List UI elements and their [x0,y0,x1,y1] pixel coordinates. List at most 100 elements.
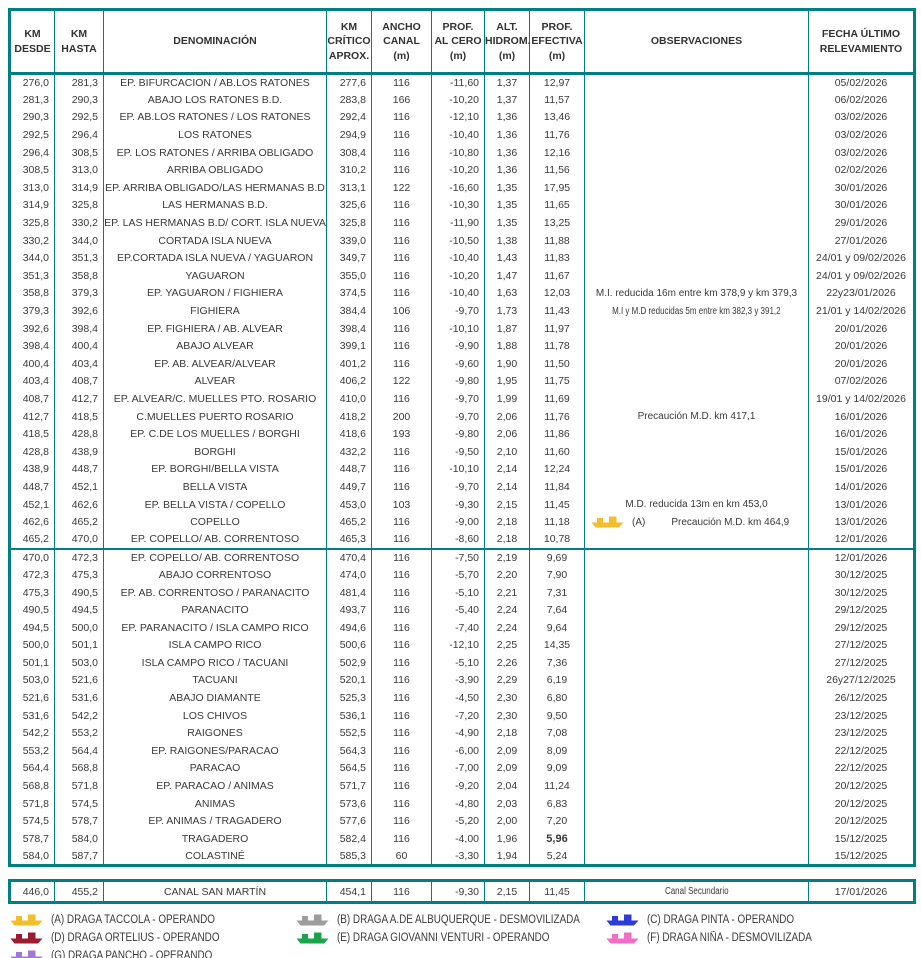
table-row: 452,1 462,6 EP. BELLA VISTA / COPELLO 453,0… [9,495,915,514]
cell-denominacion: BORGHI [103,442,327,461]
cell-observaciones [584,636,809,655]
cell-km-desde: 438,9 [9,460,55,479]
cell-ancho-canal: 106 [371,302,432,320]
cell-km-desde: 276,0 [9,73,55,92]
secondary-channel-table: 446,0 455,2 CANAL SAN MARTÍN 454,1 116 -9,30 2… [8,879,916,904]
cell-km-critico: 432,2 [326,442,372,461]
cell-observaciones: Canal Secundario [584,880,809,903]
table-row: 462,6 465,2 COPELLO 465,2 116 -9,00 2,18 11,18(… [9,513,915,531]
cell-prof-al-cero: -10,80 [431,143,485,162]
cell-observaciones [584,530,809,549]
draga-taccola-ship-icon [10,914,43,926]
cell-prof-al-cero: -4,00 [431,830,485,848]
cell-alt-hidrom: 1,47 [484,267,530,285]
cell-prof-efectiva: 11,60 [529,442,585,461]
cell-km-desde: 358,8 [9,284,55,303]
cell-prof-efectiva: 5,24 [529,847,585,866]
cell-denominacion: ARRIBA OBLIGADO [103,161,327,180]
legend-item-draga-pancho: (G) DRAGA PANCHO - OPERANDO [10,947,296,958]
table-row: 500,0 501,1 ISLA CAMPO RICO 500,6 116 -12,10 2… [9,636,915,655]
cell-km-critico: 308,4 [326,143,372,162]
cell-prof-al-cero: -6,00 [431,742,485,760]
cell-fecha-relevamiento: 19/01 y 14/02/2026 [808,390,915,408]
cell-prof-efectiva: 11,50 [529,355,585,373]
cell-denominacion: COPELLO [103,513,327,531]
cell-km-hasta: 574,5 [54,794,104,813]
cell-km-desde: 564,4 [9,759,55,778]
cell-alt-hidrom: 1,35 [484,196,530,215]
cell-km-desde: 475,3 [9,583,55,602]
cell-km-desde: 452,1 [9,495,55,514]
cell-km-hasta: 308,5 [54,143,104,162]
cell-km-hasta: 296,4 [54,126,104,144]
cell-alt-hidrom: 1,35 [484,179,530,197]
cell-km-desde: 418,5 [9,425,55,443]
cell-fecha-relevamiento: 20/01/2026 [808,319,915,338]
cell-km-critico: 325,6 [326,196,372,215]
table-row: 314,9 325,8 LAS HERMANAS B.D. 325,6 116 -10,3… [9,196,915,215]
cell-fecha-relevamiento: 30/01/2026 [808,179,915,197]
cell-prof-efectiva: 11,76 [529,407,585,426]
cell-denominacion: EP. LOS RATONES / ARRIBA OBLIGADO [103,143,327,162]
cell-denominacion: EP. PARACAO / ANIMAS [103,777,327,795]
cell-km-desde: 470,0 [9,547,55,567]
cell-fecha-relevamiento: 20/01/2026 [808,337,915,355]
cell-alt-hidrom: 2,19 [484,547,530,567]
legend-label: (D) DRAGA ORTELIUS - OPERANDO [51,932,220,944]
cell-km-critico: 418,6 [326,425,372,443]
cell-ancho-canal: 116 [371,319,432,338]
cell-alt-hidrom: 1,87 [484,319,530,338]
cell-denominacion: ABAJO DIAMANTE [103,689,327,707]
obs-text: Precaución M.D. km 464,9 [671,516,790,528]
cell-ancho-canal: 116 [371,706,432,725]
cell-observaciones [584,372,809,391]
cell-prof-efectiva: 13,46 [529,108,585,127]
cell-km-hasta: 379,3 [54,284,104,303]
cell-prof-al-cero: -10,10 [431,319,485,338]
table-row: 521,6 531,6 ABAJO DIAMANTE 525,3 116 -4,50 2,3… [9,689,915,707]
cell-denominacion: EP. BIFURCACION / AB.LOS RATONES [103,73,327,92]
cell-km-hasta: 578,7 [54,812,104,831]
cell-km-critico: 448,7 [326,460,372,479]
cell-km-critico: 585,3 [326,847,372,866]
cell-observaciones [584,671,809,690]
cell-ancho-canal: 116 [371,794,432,813]
cell-prof-al-cero: -12,10 [431,636,485,655]
cell-alt-hidrom: 2,24 [484,601,530,619]
draga-nina-ship-icon [606,932,639,944]
cell-ancho-canal: 122 [371,179,432,197]
cell-fecha-relevamiento: 17/01/2026 [808,880,915,903]
cell-km-desde: 408,7 [9,390,55,408]
cell-fecha-relevamiento: 29/01/2026 [808,214,915,232]
cell-km-desde: 446,0 [9,880,55,903]
cell-ancho-canal: 200 [371,407,432,426]
table-row: 571,8 574,5 ANIMAS 573,6 116 -4,80 2,03 6,83 20/… [9,794,915,813]
cell-fecha-relevamiento: 20/12/2025 [808,777,915,795]
cell-fecha-relevamiento: 15/12/2025 [808,830,915,848]
table-row: 542,2 553,2 RAIGONES 552,5 116 -4,90 2,18 7,08 2… [9,724,915,743]
cell-prof-al-cero: -3,30 [431,847,485,866]
cell-observaciones [584,179,809,197]
cell-fecha-relevamiento: 15/01/2026 [808,460,915,479]
cell-prof-al-cero: -11,90 [431,214,485,232]
cell-prof-efectiva: 7,08 [529,724,585,743]
cell-km-desde: 494,5 [9,618,55,637]
table-row: 490,5 494,5 PARANACITO 493,7 116 -5,40 2,24 7,6… [9,601,915,619]
table-row: 379,3 392,6 FIGHIERA 384,4 106 -9,70 1,73 11,43… [9,302,915,320]
table-row: 292,5 296,4 LOS RATONES 294,9 116 -10,40 1,36 1… [9,126,915,144]
obs-text: M.I. reducida 16m entre km 378,9 y km 37… [595,287,798,299]
cell-observaciones [584,601,809,619]
cell-prof-al-cero: -7,20 [431,706,485,725]
cell-fecha-relevamiento: 26/12/2025 [808,689,915,707]
cell-km-desde: 428,8 [9,442,55,461]
cell-alt-hidrom: 2,24 [484,618,530,637]
cell-prof-al-cero: -9,70 [431,390,485,408]
cell-km-hasta: 418,5 [54,407,104,426]
cell-prof-efectiva: 11,56 [529,161,585,180]
cell-km-critico: 454,1 [326,880,372,903]
cell-km-hasta: 542,2 [54,706,104,725]
cell-alt-hidrom: 1,36 [484,161,530,180]
table-row: 296,4 308,5 EP. LOS RATONES / ARRIBA OBLIG… [9,143,915,162]
table-row: 470,0 472,3 EP. COPELLO/ AB. CORRENTOSO 470… [9,547,915,567]
cell-prof-al-cero: -5,70 [431,566,485,584]
